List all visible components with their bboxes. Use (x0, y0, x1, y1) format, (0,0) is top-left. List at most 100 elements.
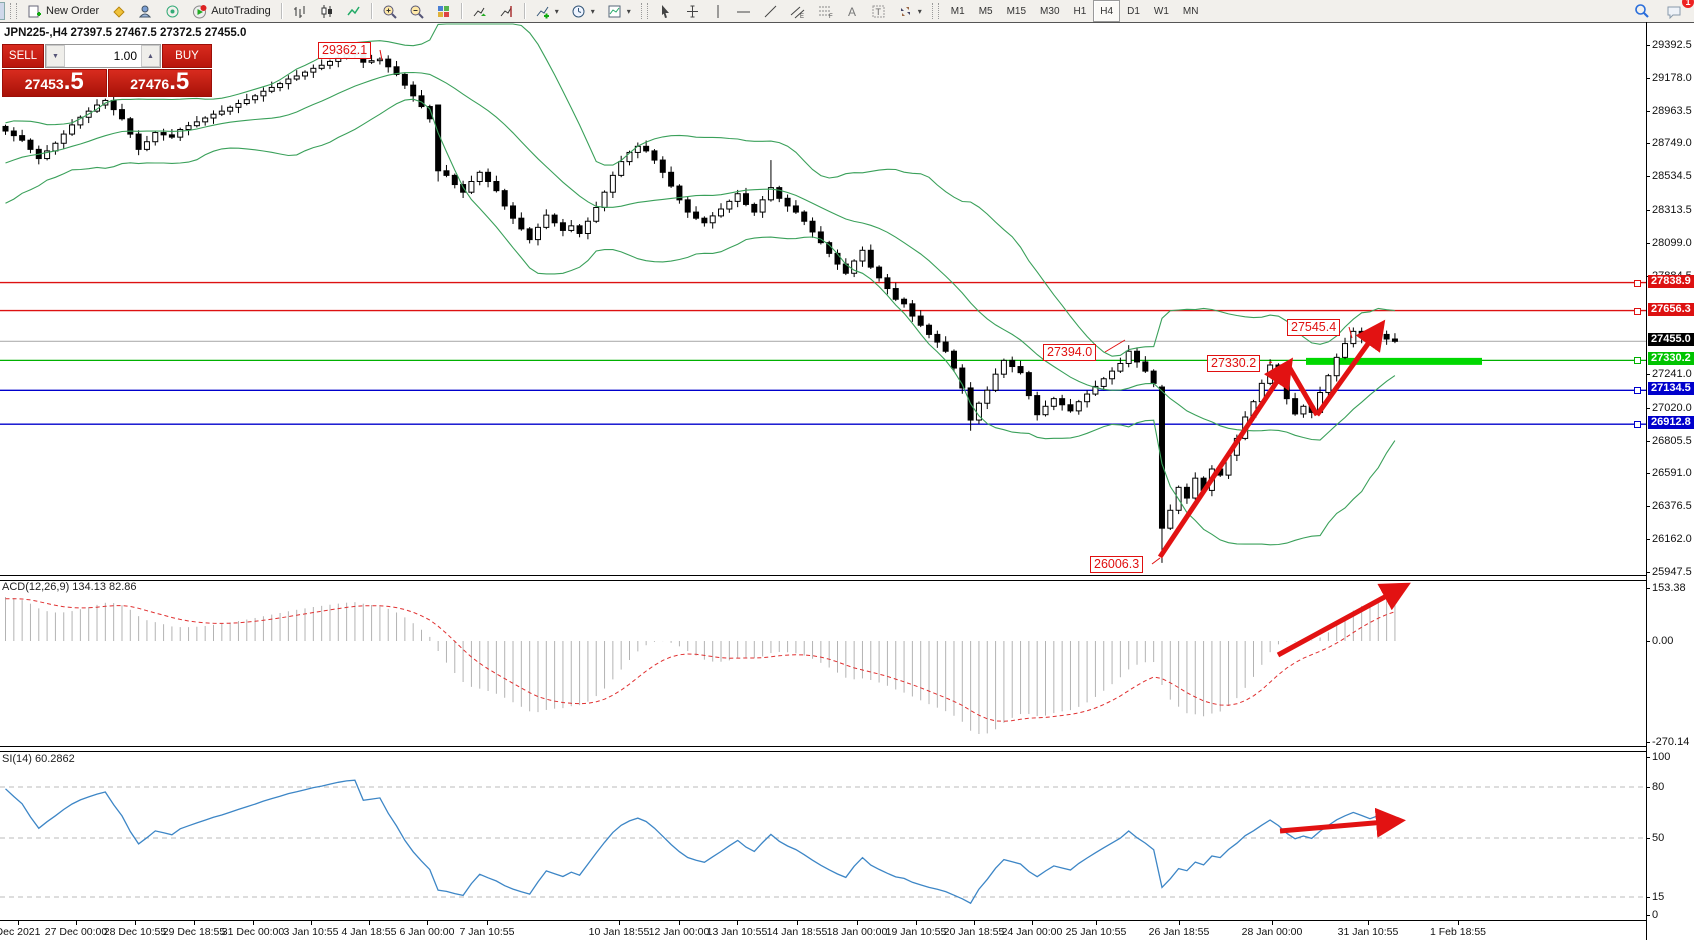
volume-increment-button[interactable]: ▲ (141, 45, 160, 67)
notifications-button[interactable]: 1 (1661, 0, 1694, 22)
macd-tick-label: 153.38 (1652, 582, 1686, 594)
trend-arrow[interactable] (1157, 357, 1293, 559)
svg-text:E: E (800, 14, 804, 19)
pane-separator-rsi[interactable] (0, 746, 1646, 752)
time-tick-mark (311, 921, 312, 925)
line-handle[interactable] (1634, 357, 1641, 365)
period-button-w1[interactable]: W1 (1153, 5, 1169, 17)
rsi-tick-mark (1646, 897, 1650, 898)
line-handle[interactable] (1634, 307, 1641, 315)
line-chart-icon (347, 6, 360, 15)
horizontal-line-icon (736, 11, 750, 12)
rsi-tick-mark (1646, 757, 1650, 758)
periods-toolbar: M1 M5 M15 M30 H1 H4 D1 W1 MN (944, 0, 1206, 22)
indicators-button[interactable]: ▾ (530, 0, 564, 22)
fibonacci-tool-button[interactable]: F (813, 0, 839, 22)
arrows-tool-button[interactable]: ▾ (893, 0, 927, 22)
autotrading-button[interactable]: AutoTrading (187, 0, 276, 22)
time-label: 4 Jan 18:55 (341, 926, 397, 938)
sell-button[interactable]: SELL (2, 44, 44, 68)
time-label: 12 Jan 00:00 (648, 926, 710, 938)
equidistant-channel-icon: E (790, 6, 805, 19)
price-callout-29362.1[interactable]: 29362.1 (318, 42, 372, 59)
time-label: 25 Jan 10:55 (1065, 926, 1127, 938)
trend-arrow[interactable] (1279, 807, 1406, 838)
period-button-h1[interactable]: H1 (1073, 5, 1087, 17)
toolbar-grip (640, 3, 648, 19)
tile-windows-button[interactable] (431, 0, 456, 22)
trend-arrow[interactable] (1276, 582, 1411, 658)
volume-input[interactable] (65, 45, 141, 67)
period-button-mn[interactable]: MN (1182, 5, 1199, 17)
zoom-out-button[interactable] (404, 0, 429, 22)
bar-chart-mode-button[interactable] (287, 0, 312, 22)
trend-arrow[interactable] (1285, 363, 1320, 417)
time-tick-mark (1272, 921, 1273, 925)
sound-button[interactable] (160, 0, 185, 22)
channel-tool-button[interactable]: E (785, 0, 811, 22)
candlestick-mode-button[interactable] (314, 0, 339, 22)
price-callout-27330.2[interactable]: 27330.2 (1207, 355, 1261, 372)
price-callout-26006.3[interactable]: 26006.3 (1090, 556, 1144, 573)
period-button-m15[interactable]: M15 (1006, 5, 1027, 17)
crosshair-tool-button[interactable] (680, 0, 705, 22)
vertical-line-tool-button[interactable] (707, 0, 729, 22)
price-tick-label: 27020.0 (1652, 401, 1692, 414)
periods-button[interactable]: ▾ (566, 0, 600, 22)
period-button-h4[interactable]: H4 (1093, 0, 1121, 22)
time-label: Dec 2021 (0, 926, 41, 938)
rsi-tick-label: 0 (1652, 909, 1659, 921)
new-order-button[interactable]: New Order (22, 0, 104, 22)
line-handle[interactable] (1634, 279, 1641, 287)
text-label-tool-button[interactable]: T (866, 0, 891, 22)
line-handle[interactable] (1634, 387, 1641, 395)
pane-separator-macd[interactable] (0, 575, 1646, 581)
price-callout-27545.4[interactable]: 27545.4 (1287, 319, 1341, 336)
time-label: 31 Jan 10:55 (1337, 926, 1399, 938)
text-tool-button[interactable]: A (841, 0, 864, 22)
trendline-tool-button[interactable] (758, 0, 783, 22)
period-button-m1[interactable]: M1 (950, 5, 965, 17)
sell-price[interactable]: 27453 .5 (2, 69, 107, 97)
line-chart-mode-button[interactable] (341, 0, 366, 22)
line-handle[interactable] (1634, 421, 1641, 429)
period-button-m5[interactable]: M5 (978, 5, 993, 17)
rsi-tick-label: 80 (1652, 781, 1665, 793)
crosshair-icon (686, 5, 698, 17)
indicators-icon (536, 6, 549, 18)
price-callout-27394.0[interactable]: 27394.0 (1043, 344, 1097, 361)
price-tag-27330.2: 27330.2 (1648, 352, 1694, 366)
macd-tick-mark (1646, 588, 1650, 589)
time-tick-mark (18, 921, 19, 925)
time-label: 28 Jan 00:00 (1241, 926, 1303, 938)
time-tick-mark (737, 921, 738, 925)
period-button-m30[interactable]: M30 (1040, 5, 1060, 17)
templates-button[interactable]: ▾ (602, 0, 636, 22)
trend-arrow[interactable] (1314, 319, 1386, 417)
profile-button[interactable] (133, 0, 158, 22)
favorites-button[interactable] (106, 0, 131, 22)
price-tick-mark (1646, 143, 1650, 145)
fibonacci-icon: F (818, 6, 833, 19)
arrows-icon (900, 6, 910, 16)
time-tick-mark (1032, 921, 1033, 925)
one-click-trading-panel: SELL ▼ ▲ BUY 27453 .5 27476 .5 (2, 44, 212, 97)
cursor-tool-button[interactable] (653, 0, 678, 22)
time-label: 27 Dec 00:00 (44, 926, 108, 938)
time-tick-mark (135, 921, 136, 925)
period-button-d1[interactable]: D1 (1127, 5, 1140, 17)
price-tick-label: 28099.0 (1652, 236, 1692, 249)
price-tick-label: 28313.5 (1652, 204, 1692, 216)
time-tick-mark (369, 921, 370, 925)
auto-scroll-button[interactable] (467, 0, 492, 22)
buy-price[interactable]: 27476 .5 (107, 69, 212, 97)
price-tick-label: 26376.5 (1652, 500, 1692, 513)
buy-button[interactable]: BUY (162, 44, 212, 68)
search-button[interactable] (1629, 0, 1655, 22)
zoom-in-button[interactable] (377, 0, 402, 22)
volume-decrement-button[interactable]: ▼ (46, 45, 65, 67)
chart-shift-button[interactable] (494, 0, 519, 22)
horizontal-line-tool-button[interactable] (731, 0, 756, 22)
price-tick-label: 26591.0 (1652, 467, 1692, 480)
autotrading-icon (193, 4, 207, 18)
